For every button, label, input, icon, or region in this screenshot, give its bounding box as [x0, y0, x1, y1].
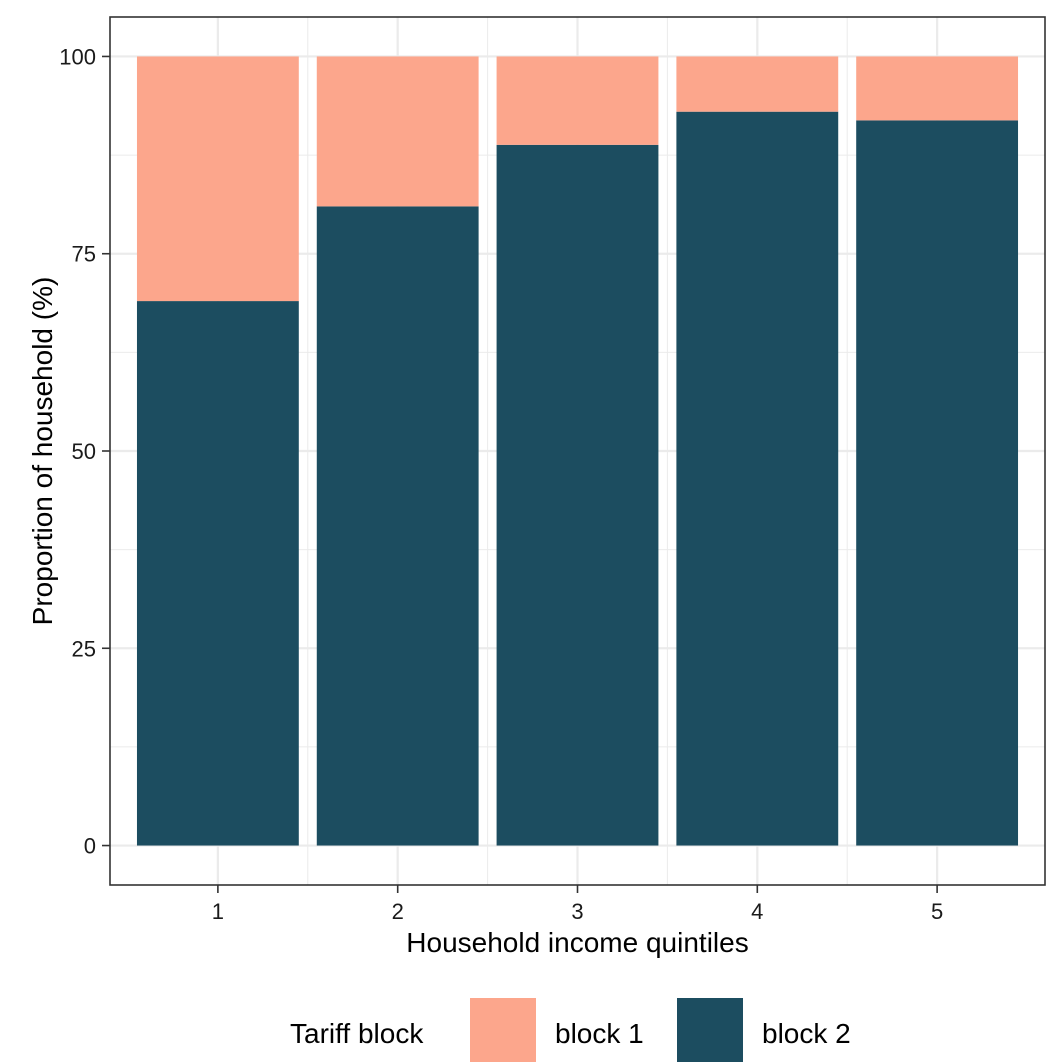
x-tick-label: 1: [212, 899, 224, 924]
legend-key-block-1: [470, 998, 536, 1062]
x-axis: 1 2 3 4 5: [212, 885, 943, 924]
y-tick-label: 75: [72, 242, 96, 267]
bar-block-1-quintile-5: [856, 56, 1019, 121]
y-axis-title: Proportion of household (%): [27, 277, 58, 626]
bar-block-2-quintile-3: [496, 144, 659, 846]
bar-block-2-quintile-4: [676, 111, 839, 846]
x-tick-label: 2: [392, 899, 404, 924]
x-tick-label: 3: [571, 899, 583, 924]
bar-block-1-quintile-4: [676, 56, 839, 112]
bar-block-1-quintile-3: [496, 56, 659, 145]
x-axis-title: Household income quintiles: [406, 927, 748, 958]
legend-title: Tariff block: [290, 1018, 424, 1049]
legend: Tariff block block 1 block 2: [290, 998, 851, 1062]
y-tick-label: 50: [72, 439, 96, 464]
bars: [136, 56, 1019, 846]
bar-block-1-quintile-1: [136, 56, 299, 302]
legend-label-block-2: block 2: [762, 1018, 851, 1049]
y-tick-label: 25: [72, 636, 96, 661]
legend-label-block-1: block 1: [555, 1018, 644, 1049]
y-tick-label: 100: [59, 44, 96, 69]
x-tick-label: 4: [751, 899, 763, 924]
y-axis: 0 25 50 75 100: [59, 44, 110, 859]
x-tick-label: 5: [931, 899, 943, 924]
plot-panel: [109, 16, 1046, 886]
bar-block-2-quintile-2: [316, 206, 479, 846]
y-tick-label: 0: [84, 834, 96, 859]
bar-block-2-quintile-1: [136, 301, 299, 846]
legend-key-block-2: [677, 998, 743, 1062]
bar-block-1-quintile-2: [316, 56, 479, 207]
bar-block-2-quintile-5: [856, 120, 1019, 846]
